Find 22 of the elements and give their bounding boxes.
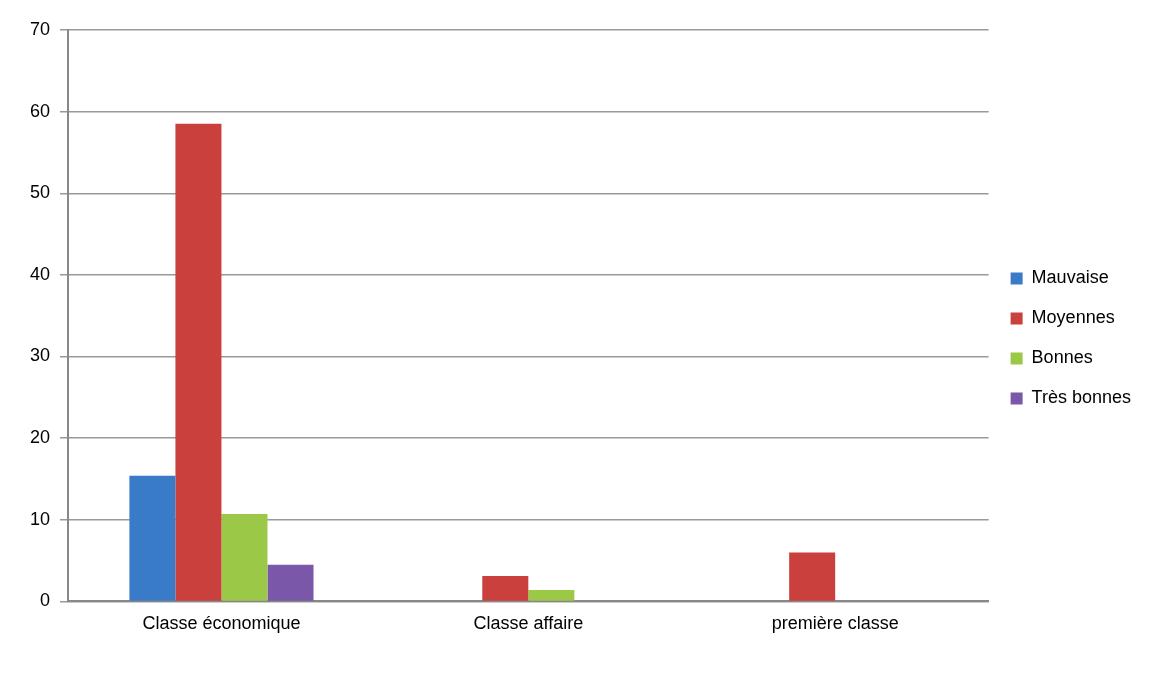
bar — [175, 123, 222, 601]
y-tick-label: 30 — [29, 345, 51, 366]
y-tick-label: 40 — [29, 263, 51, 284]
y-tick-label: 60 — [29, 100, 51, 121]
legend-label: Moyennes — [1031, 307, 1115, 328]
legend-label: Très bonnes — [1031, 387, 1131, 408]
y-tick-label: 10 — [29, 508, 51, 529]
bar — [129, 475, 176, 601]
bar — [789, 552, 836, 601]
bar — [221, 514, 268, 601]
x-tick-label: première classe — [771, 613, 899, 634]
bar — [482, 576, 529, 601]
bar — [267, 564, 314, 601]
legend-label: Bonnes — [1031, 347, 1093, 368]
y-tick-label: 50 — [29, 182, 51, 203]
legend-label: Mauvaise — [1031, 267, 1109, 288]
y-tick-label: 70 — [29, 18, 51, 39]
y-tick-label: 0 — [40, 590, 51, 611]
x-tick-label: Classe économique — [142, 613, 301, 634]
bar — [528, 589, 575, 601]
x-tick-label: Classe affaire — [473, 613, 584, 634]
y-tick-label: 20 — [29, 427, 51, 448]
